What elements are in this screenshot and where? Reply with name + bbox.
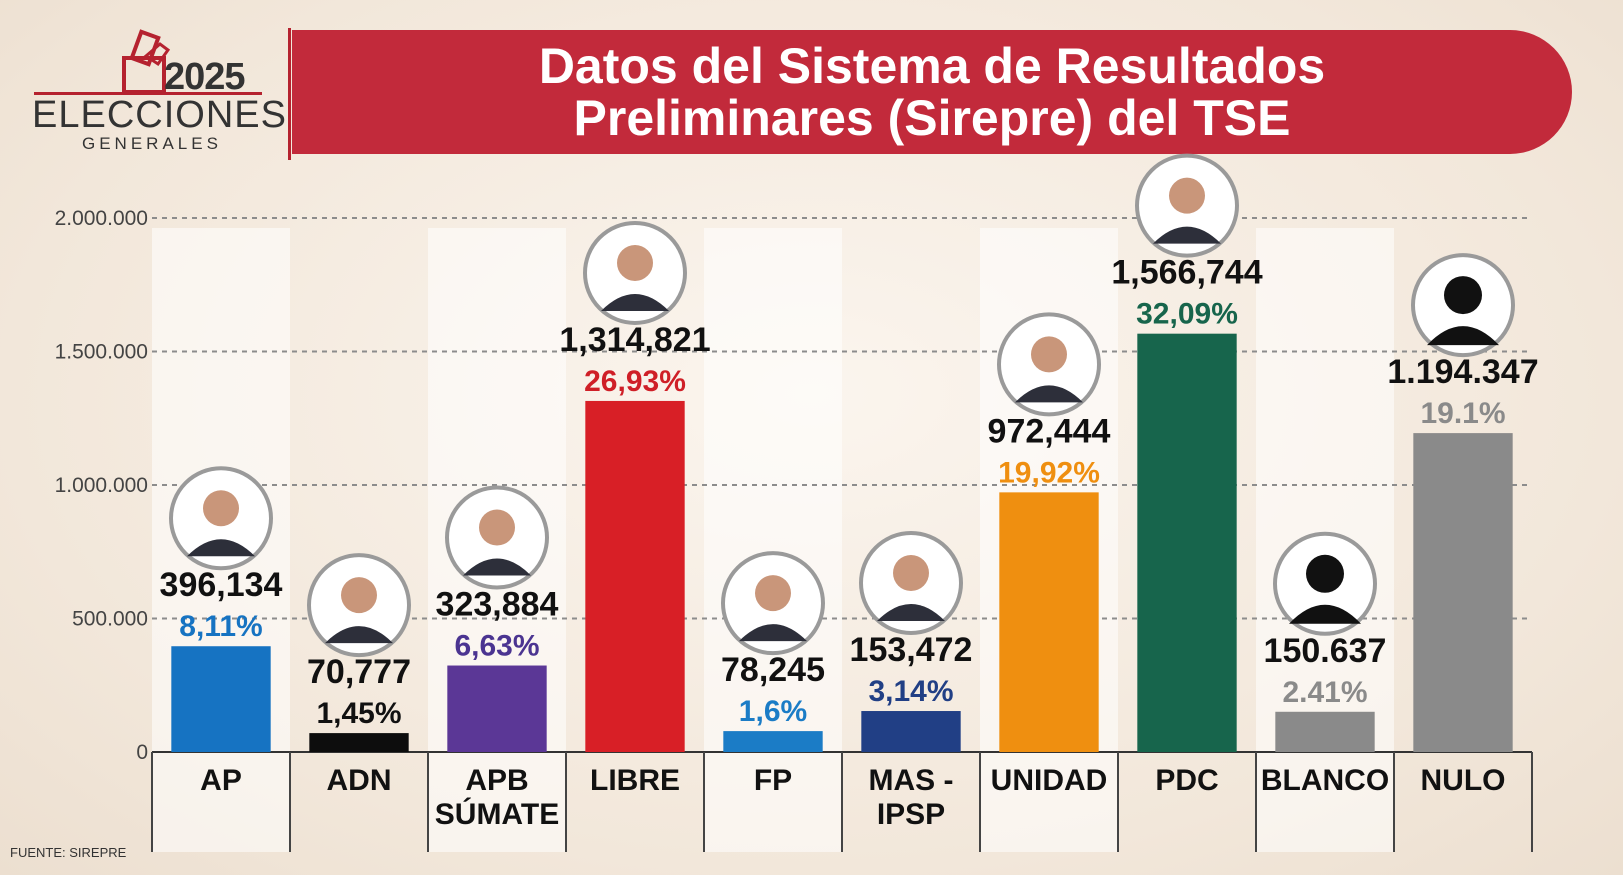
candidate-suit bbox=[601, 293, 669, 311]
elecciones-logo: 2025 ELECCIONES GENERALES bbox=[28, 28, 286, 158]
title-line-2: Preliminares (Sirepre) del TSE bbox=[573, 90, 1291, 146]
candidate-suit bbox=[1015, 385, 1083, 403]
y-tick-label: 1.500.000 bbox=[55, 341, 148, 364]
header-divider bbox=[288, 28, 291, 160]
percent-label: 32,09% bbox=[1136, 298, 1238, 331]
percent-label: 2.41% bbox=[1282, 676, 1367, 709]
percent-label: 19,92% bbox=[998, 456, 1100, 489]
value-label: 78,245 bbox=[721, 651, 825, 689]
value-label: 323,884 bbox=[436, 586, 559, 624]
candidate-face bbox=[617, 244, 653, 281]
bar bbox=[447, 665, 547, 752]
value-label: 70,777 bbox=[307, 653, 411, 691]
category-label: SÚMATE bbox=[435, 797, 559, 831]
bar bbox=[585, 400, 685, 752]
category-label: APB bbox=[465, 764, 528, 797]
percent-label: 1,6% bbox=[739, 695, 807, 728]
column-background bbox=[704, 228, 842, 852]
category-label: MAS - bbox=[869, 764, 954, 797]
logo-divider bbox=[34, 92, 262, 95]
source-note: FUENTE: SIREPRE bbox=[10, 845, 127, 860]
percent-label: 6,63% bbox=[454, 630, 539, 663]
candidate-face bbox=[893, 555, 929, 592]
candidate-suit bbox=[325, 626, 393, 644]
value-label: 1,314,821 bbox=[559, 321, 710, 359]
bar bbox=[723, 731, 823, 752]
bar bbox=[999, 492, 1099, 752]
bar bbox=[1413, 433, 1513, 752]
candidate-suit bbox=[187, 539, 255, 557]
value-label: 396,134 bbox=[160, 566, 283, 604]
value-label: 150.637 bbox=[1264, 632, 1387, 670]
value-label: 972,444 bbox=[988, 412, 1111, 450]
y-tick-label: 2.000.000 bbox=[55, 207, 148, 230]
silhouette-body bbox=[1427, 326, 1499, 346]
category-label: LIBRE bbox=[590, 764, 680, 797]
bar bbox=[1137, 333, 1237, 752]
candidate-suit bbox=[739, 624, 807, 642]
value-label: 1,566,744 bbox=[1111, 254, 1262, 292]
bar bbox=[861, 711, 961, 752]
candidate-suit bbox=[463, 558, 531, 576]
title-line-1: Datos del Sistema de Resultados bbox=[538, 38, 1326, 94]
value-label: 153,472 bbox=[850, 631, 973, 669]
bar bbox=[1275, 711, 1375, 752]
percent-label: 1,45% bbox=[316, 697, 401, 730]
candidate-suit bbox=[1153, 226, 1221, 244]
candidate-face bbox=[1169, 177, 1205, 214]
silhouette-body bbox=[1289, 604, 1361, 624]
y-tick-label: 0 bbox=[136, 741, 148, 764]
category-label: ADN bbox=[327, 764, 392, 797]
logo-generales: GENERALES bbox=[82, 134, 222, 153]
category-label: FP bbox=[754, 764, 792, 797]
candidate-face bbox=[755, 575, 791, 612]
candidate-face bbox=[203, 490, 239, 527]
silhouette-head bbox=[1444, 276, 1482, 315]
percent-label: 8,11% bbox=[179, 610, 262, 643]
bar bbox=[171, 646, 271, 752]
logo-elecciones: ELECCIONES bbox=[32, 94, 287, 136]
percent-label: 19.1% bbox=[1420, 397, 1505, 430]
candidate-face bbox=[479, 509, 515, 546]
category-label: NULO bbox=[1421, 764, 1506, 797]
category-label: BLANCO bbox=[1261, 764, 1389, 797]
category-label: AP bbox=[200, 764, 242, 797]
candidate-face bbox=[341, 577, 377, 614]
category-label: IPSP bbox=[877, 798, 945, 831]
category-label: PDC bbox=[1155, 764, 1218, 797]
logo-year: 2025 bbox=[164, 56, 246, 98]
percent-label: 3,14% bbox=[868, 675, 953, 708]
category-label: UNIDAD bbox=[991, 764, 1108, 797]
value-label: 1.194.347 bbox=[1387, 353, 1538, 391]
y-tick-label: 1.000.000 bbox=[55, 474, 148, 497]
candidate-suit bbox=[877, 604, 945, 622]
silhouette-head bbox=[1306, 554, 1344, 593]
bar bbox=[309, 733, 409, 752]
y-tick-label: 500.000 bbox=[72, 608, 148, 631]
title-banner: Datos del Sistema de Resultados Prelimin… bbox=[292, 30, 1572, 154]
candidate-face bbox=[1031, 336, 1067, 373]
percent-label: 26,93% bbox=[584, 365, 686, 398]
